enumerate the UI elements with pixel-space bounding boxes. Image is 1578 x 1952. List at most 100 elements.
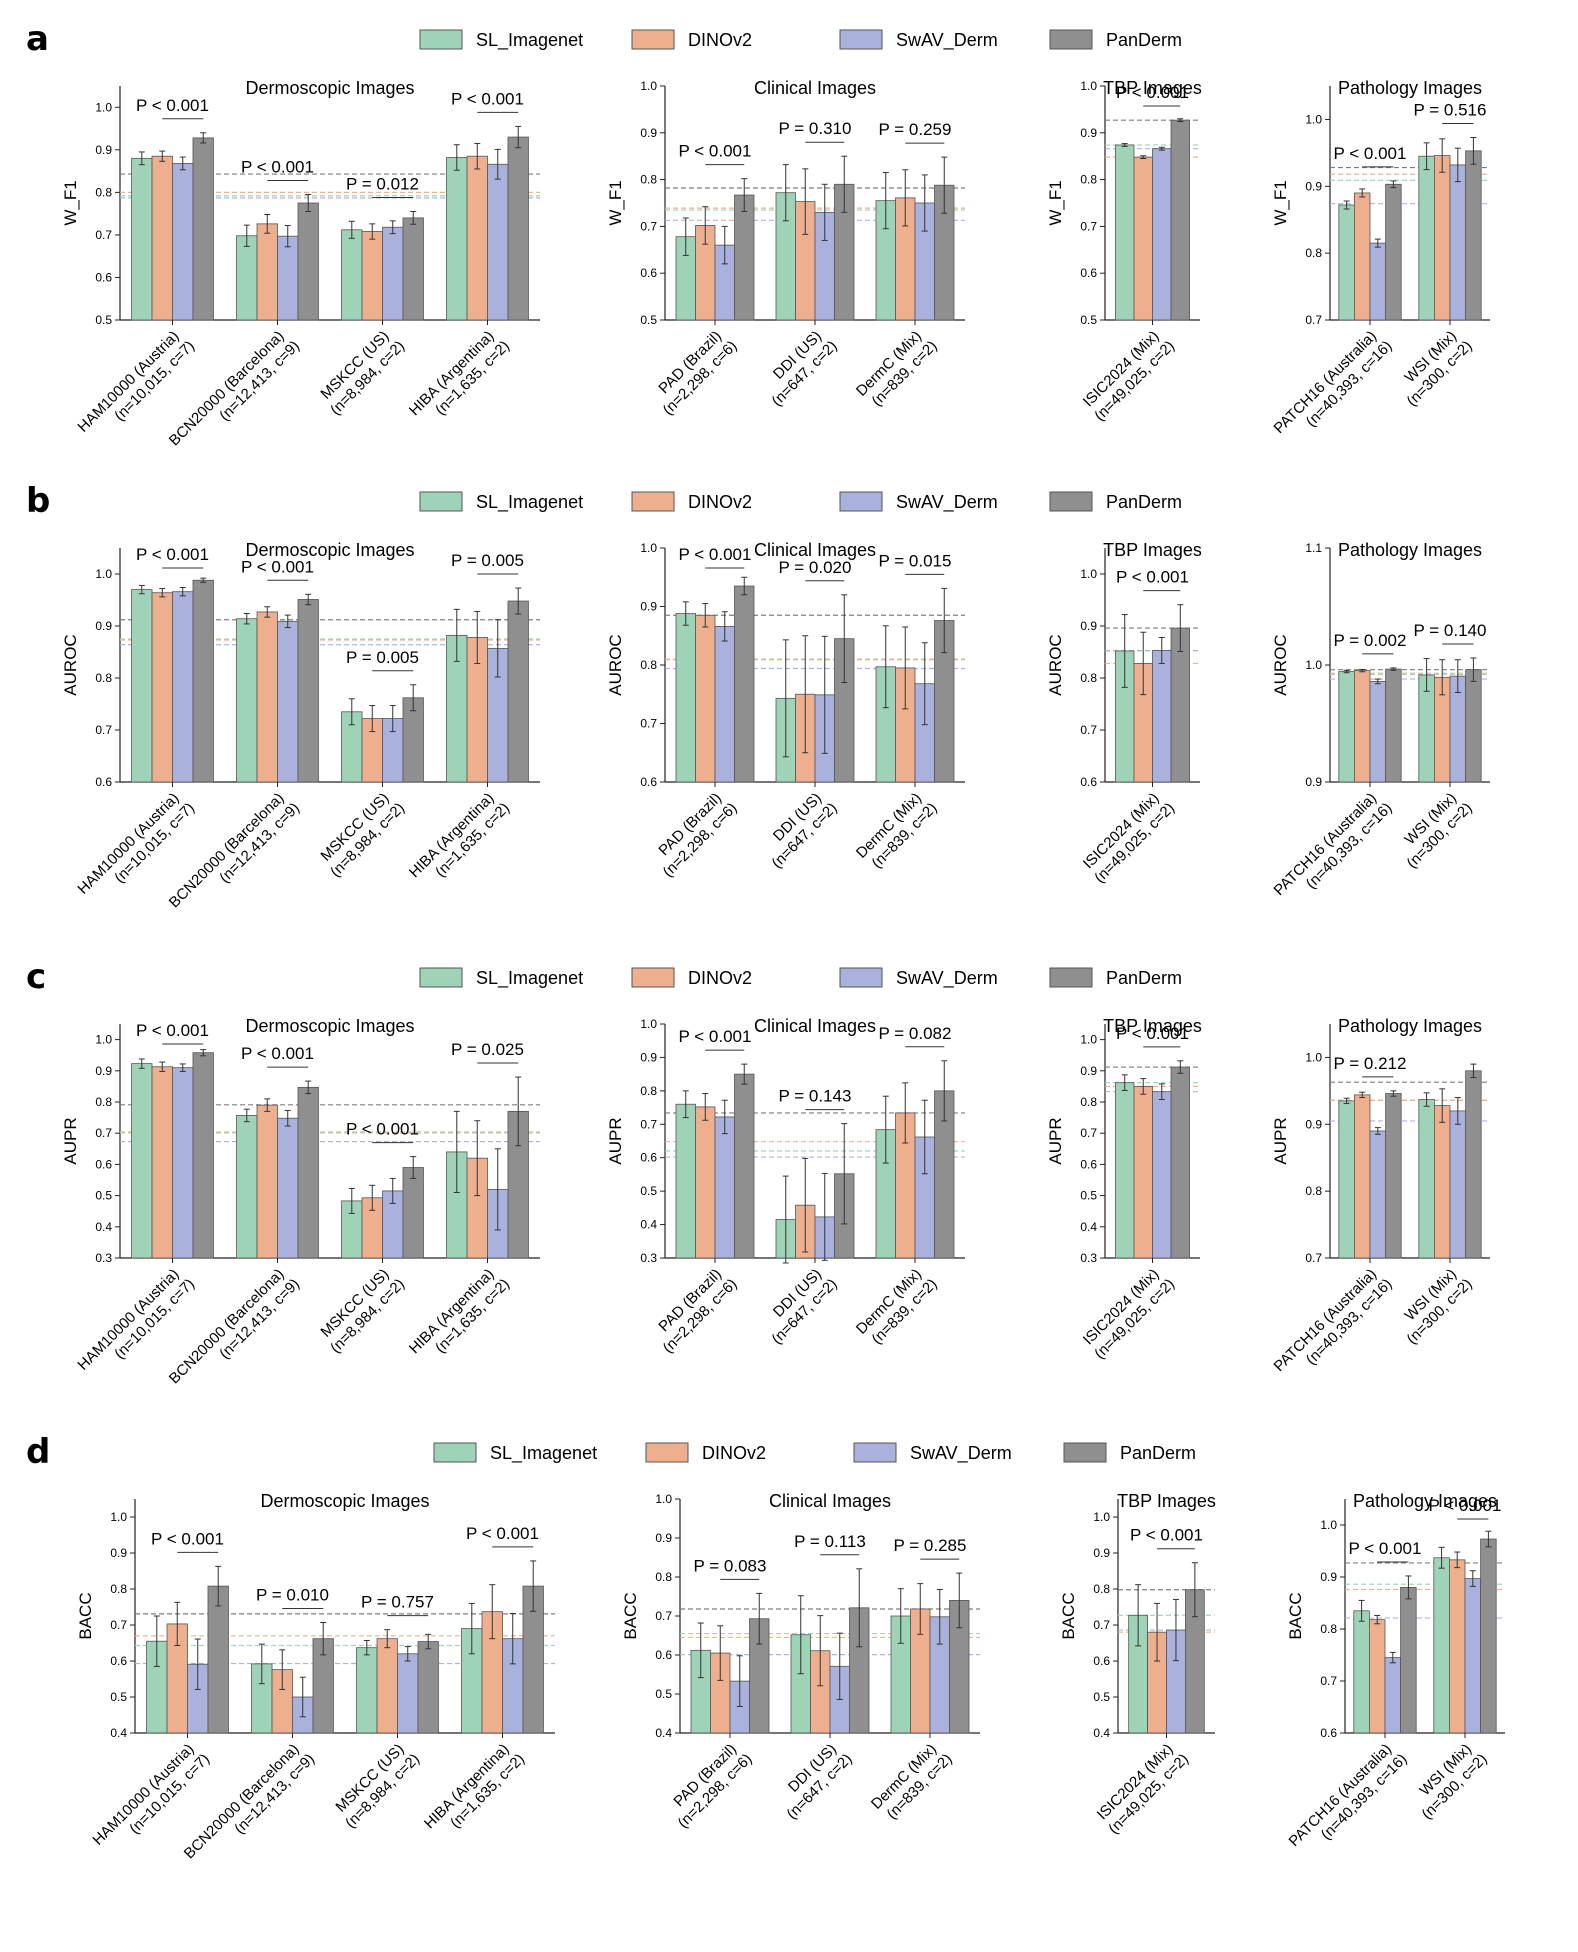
legend-swatch-DINOv2 bbox=[645, 1442, 689, 1463]
y-tick-label: 0.6 bbox=[1080, 1157, 1097, 1171]
bar-DINOv2 bbox=[1354, 192, 1371, 321]
y-axis-label: AUPR bbox=[1046, 1117, 1065, 1164]
bar-SwAV_Derm bbox=[1152, 650, 1172, 783]
x-tick-label-line: PATCH16 (Australia) bbox=[1271, 1266, 1380, 1375]
y-tick-label: 0.7 bbox=[110, 1618, 127, 1632]
y-tick-label: 0.8 bbox=[95, 671, 112, 685]
legend-swatch-DINOv2 bbox=[631, 967, 675, 988]
p-value-label: P < 0.001 bbox=[1116, 1024, 1189, 1043]
subplot-title: TBP Images bbox=[1103, 540, 1202, 560]
x-tick-label: HIBA (Argentina)(n=1,635, c=2) bbox=[406, 325, 513, 432]
x-tick-label: DermC (Mix)(n=839, c=2) bbox=[853, 1263, 941, 1351]
x-tick-label: HIBA (Argentina)(n=1,635, c=2) bbox=[406, 1263, 513, 1370]
y-axis-label: AUPR bbox=[61, 1117, 80, 1164]
y-tick-label: 0.9 bbox=[1080, 619, 1097, 633]
bar-SL_Imagenet bbox=[131, 589, 153, 783]
y-tick-label: 0.8 bbox=[1320, 1622, 1337, 1636]
y-tick-label: 0.8 bbox=[1080, 671, 1097, 685]
bar-SL_Imagenet bbox=[341, 229, 363, 321]
bar-SL_Imagenet bbox=[1115, 144, 1135, 321]
bar-PanDerm bbox=[1465, 669, 1482, 783]
p-value-label: P < 0.001 bbox=[136, 545, 209, 564]
p-value-label: P < 0.001 bbox=[1130, 1526, 1203, 1545]
subplot-title: Clinical Images bbox=[754, 1016, 876, 1036]
bar-PanDerm bbox=[402, 1167, 424, 1259]
p-value-label: P < 0.001 bbox=[346, 1120, 419, 1139]
y-tick-label: 0.5 bbox=[110, 1690, 127, 1704]
y-tick-label: 0.7 bbox=[1080, 723, 1097, 737]
bar-DINOv2 bbox=[256, 1104, 278, 1259]
x-tick-label: PAD (Brazil)(n=2,298, c=6) bbox=[647, 325, 741, 419]
legend-label-SwAV_Derm: SwAV_Derm bbox=[896, 492, 998, 513]
y-tick-label: 0.9 bbox=[95, 619, 112, 633]
bar-PanDerm bbox=[1385, 668, 1402, 783]
p-value-label: P < 0.001 bbox=[466, 1524, 539, 1543]
bar-PanDerm bbox=[734, 585, 755, 783]
y-tick-label: 0.7 bbox=[95, 723, 112, 737]
y-tick-label: 0.9 bbox=[1305, 775, 1322, 789]
bar-DINOv2 bbox=[256, 611, 278, 783]
bar-DINOv2 bbox=[695, 614, 716, 783]
y-tick-label: 0.5 bbox=[655, 1687, 672, 1701]
bar-PanDerm bbox=[507, 600, 529, 783]
x-tick-label: MSKCC (US)(n=8,984, c=2) bbox=[314, 1263, 408, 1357]
x-tick-label: PAD (Brazil)(n=2,298, c=6) bbox=[662, 1738, 756, 1832]
x-tick-label-line: HAM10000 (Austria) bbox=[74, 1266, 182, 1374]
panel-a: a SL_Imagenet DINOv2 SwAV_Derm PanDerm Dermos… bbox=[26, 19, 1490, 450]
bar-PanDerm bbox=[192, 1052, 214, 1259]
y-tick-label: 0.5 bbox=[1093, 1690, 1110, 1704]
y-axis-label: AUROC bbox=[1271, 634, 1290, 695]
p-value-label: P < 0.001 bbox=[136, 1021, 209, 1040]
bar-DINOv2 bbox=[1369, 1619, 1386, 1734]
y-tick-label: 0.6 bbox=[1093, 1654, 1110, 1668]
x-tick-label-line: HAM10000 (Austria) bbox=[74, 328, 182, 436]
panel-letter: a bbox=[26, 19, 49, 59]
bar-SL_Imagenet bbox=[1338, 1100, 1355, 1259]
y-axis-label: W_F1 bbox=[1271, 180, 1290, 225]
x-tick-label: PATCH16 (Australia)(n=40,393, c=16) bbox=[1271, 325, 1396, 450]
p-value-label: P < 0.001 bbox=[679, 1027, 752, 1046]
p-value-label: P < 0.001 bbox=[679, 142, 752, 161]
legend-swatch-DINOv2 bbox=[631, 491, 675, 512]
p-value-label: P = 0.212 bbox=[1334, 1054, 1407, 1073]
y-tick-label: 1.0 bbox=[1080, 567, 1097, 581]
x-tick-label: MSKCC (US)(n=8,984, c=2) bbox=[314, 325, 408, 419]
bar-SwAV_Derm bbox=[1449, 164, 1467, 321]
x-tick-label: ISIC2024 (Mix)(n=49,025, c=2) bbox=[1092, 1738, 1192, 1838]
bar-PanDerm bbox=[1465, 150, 1482, 321]
y-tick-label: 0.6 bbox=[95, 775, 112, 789]
y-tick-label: 0.8 bbox=[1093, 1582, 1110, 1596]
legend-swatch-PanDerm bbox=[1049, 967, 1093, 988]
bar-SL_Imagenet bbox=[1418, 155, 1435, 321]
bar-DINOv2 bbox=[466, 155, 488, 321]
y-tick-label: 0.6 bbox=[1320, 1726, 1337, 1740]
p-value-label: P = 0.010 bbox=[256, 1585, 329, 1604]
y-tick-label: 1.0 bbox=[1305, 658, 1322, 672]
y-tick-label: 0.7 bbox=[95, 228, 112, 242]
y-tick-label: 0.6 bbox=[640, 1151, 657, 1165]
subplot-title: TBP Images bbox=[1103, 78, 1202, 98]
y-tick-label: 0.9 bbox=[1093, 1546, 1110, 1560]
y-axis-label: AUPR bbox=[1271, 1117, 1290, 1164]
x-tick-label: PAD (Brazil)(n=2,298, c=6) bbox=[647, 1263, 741, 1357]
y-axis-label: W_F1 bbox=[61, 180, 80, 225]
y-axis-label: AUPR bbox=[606, 1117, 625, 1164]
y-tick-label: 1.0 bbox=[640, 1017, 657, 1031]
subplot-title: Clinical Images bbox=[769, 1491, 891, 1511]
subplot-a-4: Pathology Images 0.7 0.8 0.9 1.0 W_F1 P < 0.00… bbox=[1271, 78, 1490, 450]
p-value-label: P < 0.001 bbox=[241, 557, 314, 576]
y-tick-label: 0.7 bbox=[640, 717, 657, 731]
subplot-title: Pathology Images bbox=[1338, 78, 1482, 98]
bar-PanDerm bbox=[297, 1086, 319, 1259]
subplot-d-2: Clinical Images 0.4 0.5 0.6 0.7 0.8 0.9 1.0 BACC… bbox=[621, 1491, 980, 1832]
y-tick-label: 0.5 bbox=[640, 313, 657, 327]
panel-b: b SL_Imagenet DINOv2 SwAV_Derm PanDerm Dermos… bbox=[26, 481, 1490, 911]
y-tick-label: 0.7 bbox=[1080, 1126, 1097, 1140]
x-tick-label: MSKCC (US)(n=8,984, c=2) bbox=[314, 787, 408, 881]
legend-label-SL_Imagenet: SL_Imagenet bbox=[476, 30, 583, 51]
legend-label-SwAV_Derm: SwAV_Derm bbox=[896, 30, 998, 51]
subplot-title: Dermoscopic Images bbox=[245, 540, 414, 560]
y-axis-label: BACC bbox=[1286, 1592, 1305, 1639]
bar-SL_Imagenet bbox=[1115, 1082, 1135, 1259]
legend-label-PanDerm: PanDerm bbox=[1106, 492, 1182, 512]
